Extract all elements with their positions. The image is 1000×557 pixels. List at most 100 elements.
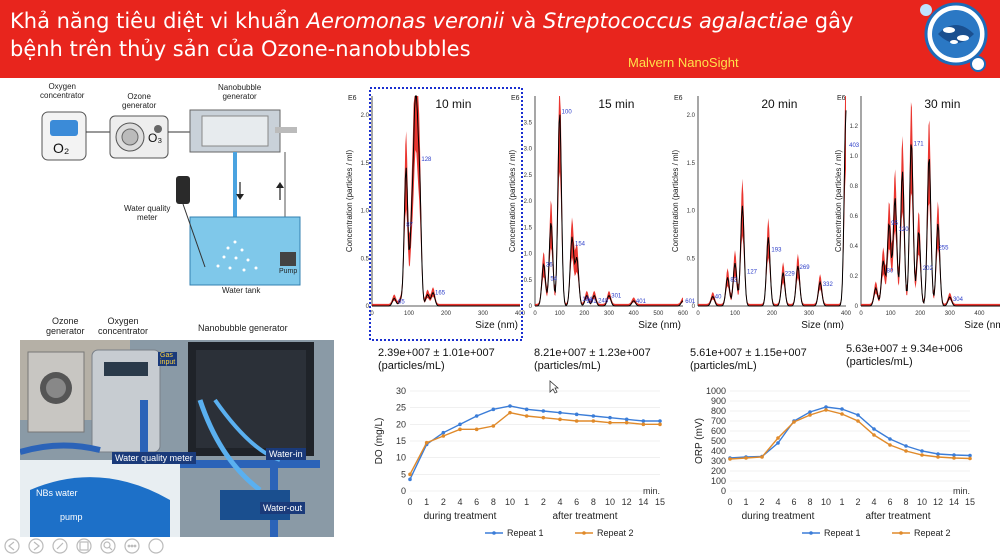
group-label-during: during treatment (424, 511, 497, 522)
x-tick-label: 8 (591, 497, 596, 507)
data-point (641, 422, 646, 427)
x-axis-label: min. (643, 486, 660, 496)
y-tick-label: 25 (396, 403, 406, 413)
x-tick-label: 12 (933, 497, 943, 507)
data-point (524, 407, 529, 412)
data-point (408, 472, 412, 477)
slideshow-toolbar (4, 538, 164, 554)
data-point (591, 419, 596, 423)
nta-x-tick: 300 (804, 311, 815, 317)
y-tick-label: 15 (396, 436, 406, 446)
nta-peak-label: 40 (715, 294, 722, 300)
x-tick-label: 14 (949, 497, 959, 507)
oxygen-concentrator-label: Oxygen concentrator (40, 82, 85, 100)
nta-peak-label: 82 (730, 278, 737, 284)
data-point (508, 404, 512, 408)
brand-label: Malvern NanoSight (628, 55, 739, 70)
zoom-icon[interactable] (100, 538, 116, 554)
data-point (808, 413, 812, 417)
series-line (409, 405, 660, 480)
more-options-icon[interactable] (124, 538, 140, 554)
data-point (424, 440, 429, 445)
next-slide-icon[interactable] (28, 538, 44, 554)
series-line (409, 411, 660, 475)
series-line (729, 409, 971, 460)
nta-peak-label: 403 (849, 143, 860, 149)
nta-result-30min: 5.63e+007 ± 9.34e+006 (particles/mL) (846, 343, 963, 368)
data-point (408, 477, 412, 482)
y-tick-label: 100 (711, 476, 726, 486)
nta-y-axis-label: Concentration (particles / ml) (508, 150, 517, 253)
nta-x-tick: 100 (404, 311, 415, 317)
nta-peak-label: 248 (598, 298, 609, 304)
nta-x-tick: 300 (945, 311, 956, 317)
pen-icon[interactable] (52, 538, 68, 554)
photo-nanobubble-generator-label: Nanobubble generator (198, 323, 288, 333)
data-point (608, 420, 612, 425)
data-point (936, 452, 940, 456)
nta-panel-title: 30 min (924, 97, 960, 111)
data-point (728, 457, 732, 461)
x-tick-label: 10 (917, 497, 927, 507)
slides-grid-icon[interactable] (76, 538, 92, 554)
nta-peak-label: 95 (891, 221, 898, 227)
nta-x-tick: 200 (441, 311, 452, 317)
nta-y-tick: 0 (529, 304, 533, 310)
nta-peak-label: 36 (546, 262, 553, 268)
y-tick-label: 900 (711, 396, 726, 406)
nta-y-tick: 0.6 (850, 214, 859, 220)
nta-peak-label: 65 (398, 299, 405, 305)
nta-peak-label: 201 (587, 299, 598, 305)
nta-peak-label: 80 (887, 269, 894, 275)
data-point (441, 434, 446, 438)
prev-slide-icon[interactable] (4, 538, 20, 554)
y-tick-label: 600 (711, 426, 726, 436)
nta-exponent-label: E6 (674, 95, 683, 102)
data-point (491, 424, 496, 428)
data-point (968, 456, 972, 461)
nta-mean-curve (534, 114, 684, 307)
nta-y-tick: 0 (692, 304, 696, 310)
y-tick-label: 0 (721, 486, 726, 496)
x-tick-label: 4 (457, 497, 462, 507)
data-point (624, 420, 629, 425)
data-point (574, 412, 579, 417)
nta-y-tick: 1.0 (687, 209, 696, 215)
nta-x-tick: 300 (478, 311, 489, 317)
extra-options-icon[interactable] (148, 538, 164, 554)
nta-x-tick: 0 (696, 311, 700, 317)
nta-x-tick: 200 (767, 311, 778, 317)
x-tick-label: 6 (791, 497, 796, 507)
x-tick-label: 0 (727, 497, 732, 507)
data-point (541, 409, 546, 413)
x-tick-label: 1 (839, 497, 844, 507)
y-tick-label: 400 (711, 446, 726, 456)
data-point (641, 419, 646, 423)
nta-panel-title: 15 min (598, 97, 634, 111)
setup-photo (20, 340, 334, 537)
nta-peak-label: 193 (771, 247, 782, 253)
mouse-cursor-icon (549, 380, 559, 394)
nta-y-tick: 0.5 (524, 278, 533, 284)
slide-title-line-1: Khả năng tiêu diệt vi khuẩn Aeromonas ve… (10, 9, 854, 33)
legend-marker (809, 531, 813, 535)
nta-y-tick: 1.5 (687, 161, 696, 167)
legend-marker (899, 531, 903, 535)
nta-error-band (372, 96, 520, 306)
water-tank-label: Water tank (222, 286, 261, 295)
nta-mean-curve (372, 95, 520, 307)
nta-x-axis-label: Size (nm) (964, 320, 1000, 331)
series-line (729, 406, 971, 459)
data-point (541, 415, 546, 420)
y-tick-label: 5 (401, 469, 406, 479)
legend-label: Repeat 1 (824, 528, 861, 538)
pump-label: Pump (279, 268, 298, 275)
photo-water-out-label: Water-out (260, 502, 306, 514)
x-tick-label: 6 (887, 497, 892, 507)
data-point (441, 430, 446, 435)
data-point (744, 456, 748, 460)
